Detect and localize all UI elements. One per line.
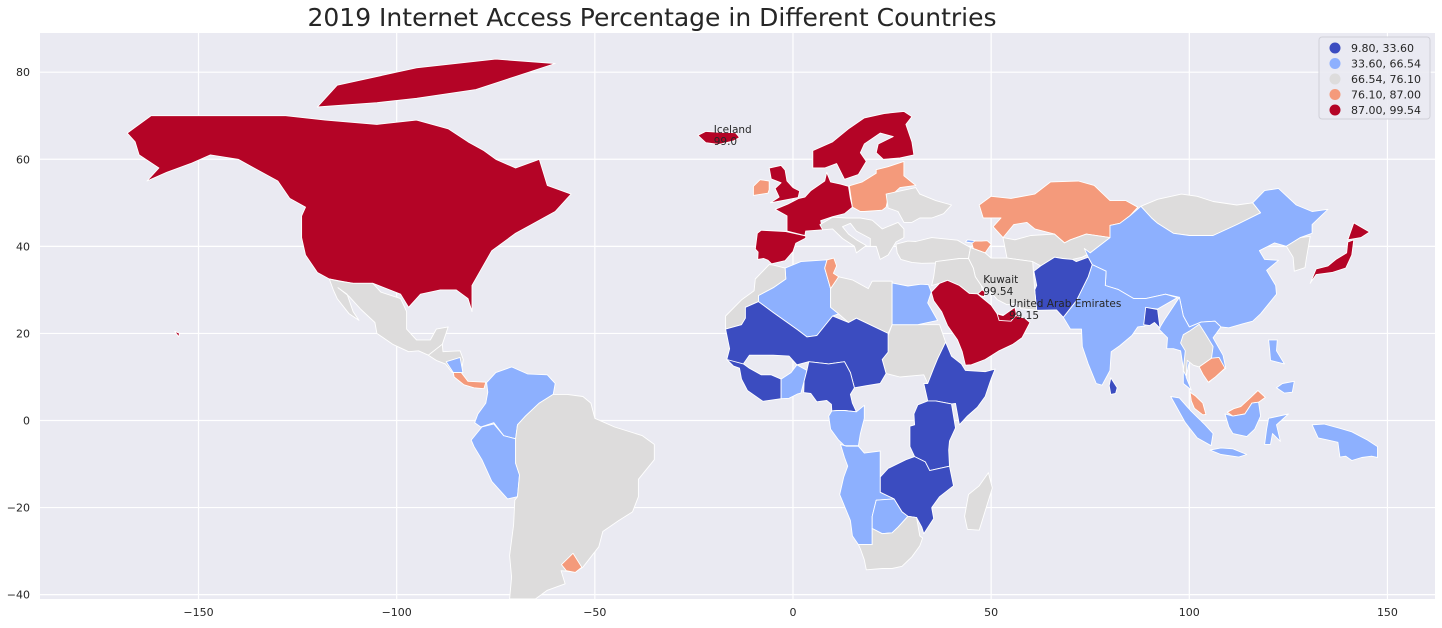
country-region <box>1276 380 1295 394</box>
country-region <box>1189 391 1207 416</box>
country-region <box>891 282 939 326</box>
country-regions <box>126 58 1378 600</box>
country-region <box>328 278 449 356</box>
annotation-country: Iceland <box>714 124 752 136</box>
country-region <box>1198 356 1226 383</box>
country-region <box>1224 401 1262 438</box>
country-region <box>1268 339 1285 365</box>
country-region <box>1033 256 1093 318</box>
country-region <box>174 330 180 338</box>
annotation-value: 99.0 <box>714 136 737 148</box>
x-tick-label: 50 <box>984 606 998 619</box>
country-region <box>812 110 915 180</box>
legend-label: 76.10, 87.00 <box>1351 89 1421 102</box>
legend-marker <box>1329 104 1341 116</box>
country-region <box>996 306 1017 322</box>
y-tick-label: 20 <box>16 327 30 340</box>
x-tick-label: 150 <box>1377 606 1398 619</box>
annotation-country: United Arab Emirates <box>1009 298 1121 310</box>
legend-marker <box>1329 73 1341 85</box>
y-tick-label: 60 <box>16 153 30 166</box>
country-region <box>885 187 952 223</box>
country-region <box>445 356 464 374</box>
country-region <box>923 341 996 426</box>
country-region <box>977 289 986 297</box>
legend-marker <box>1329 58 1341 69</box>
x-tick-label: 100 <box>1179 606 1200 619</box>
annotation-value: 99.54 <box>983 286 1013 298</box>
country-region <box>768 164 801 204</box>
country-region <box>561 552 583 573</box>
country-region <box>1347 222 1371 241</box>
axis-ticks: −150 −100 −50 0 50 100 150 −40 −20 0 20 40 60 80 <box>7 66 1398 619</box>
country-region <box>848 160 917 212</box>
country-region <box>819 216 905 260</box>
x-tick-label: −150 <box>183 606 213 619</box>
legend-marker <box>1329 89 1341 100</box>
country-region <box>1180 323 1214 377</box>
country-region <box>857 515 924 571</box>
legend-label: 66.54, 76.10 <box>1351 73 1421 86</box>
annotation-country: Kuwait <box>983 274 1018 286</box>
country-region <box>1309 239 1355 284</box>
x-tick-label: 0 <box>789 606 796 619</box>
country-region <box>964 239 976 244</box>
country-region <box>828 404 865 447</box>
y-tick-label: −20 <box>7 502 30 515</box>
country-region <box>1170 396 1214 447</box>
country-region <box>1285 235 1311 272</box>
y-tick-label: 0 <box>23 414 30 427</box>
country-region <box>1143 306 1161 329</box>
y-tick-label: 40 <box>16 240 30 253</box>
country-region <box>316 58 556 108</box>
legend-marker <box>1329 42 1341 54</box>
x-tick-label: −50 <box>583 606 606 619</box>
legend-label: 87.00, 99.54 <box>1351 104 1421 117</box>
legend-label: 33.60, 66.54 <box>1351 58 1421 71</box>
legend-label: 9.80, 33.60 <box>1351 42 1414 55</box>
country-region <box>1264 413 1289 445</box>
country-region <box>697 130 740 145</box>
country-region <box>126 115 572 313</box>
legend: 9.80, 33.60 33.60, 66.54 66.54, 76.10 76.10… <box>1318 36 1431 120</box>
country-region <box>1311 423 1378 461</box>
country-region <box>824 257 840 290</box>
annotation-value: 99.15 <box>1009 310 1039 322</box>
y-tick-label: −40 <box>7 589 30 602</box>
country-region <box>1209 447 1248 458</box>
country-region <box>754 229 807 265</box>
country-region <box>452 372 487 390</box>
country-region <box>803 361 857 413</box>
country-region <box>930 279 1031 366</box>
x-tick-label: −100 <box>382 606 412 619</box>
country-region <box>752 179 770 196</box>
country-region <box>964 472 993 531</box>
y-tick-label: 80 <box>16 66 30 79</box>
chart-title: 2019 Internet Access Percentage in Diffe… <box>307 3 996 32</box>
country-region <box>774 171 853 236</box>
country-region <box>1108 377 1118 395</box>
legend-box <box>1318 36 1431 120</box>
country-region <box>725 301 889 389</box>
